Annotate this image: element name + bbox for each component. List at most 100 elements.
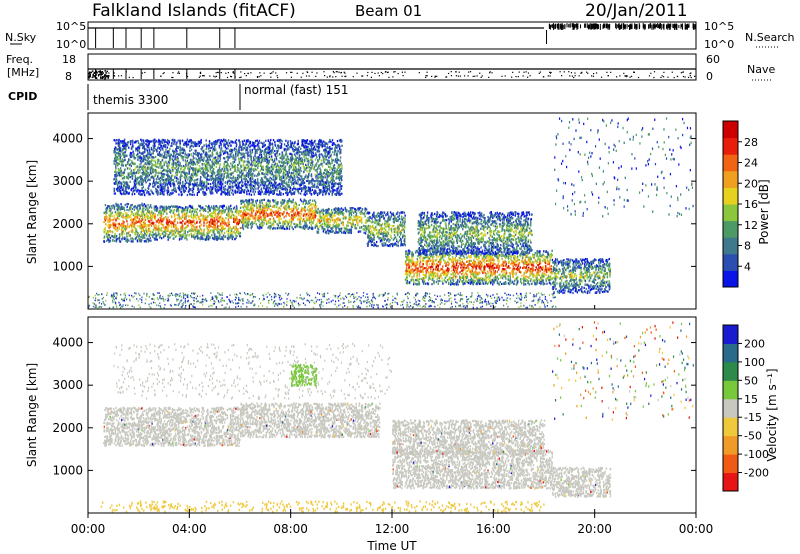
power-cell xyxy=(504,281,507,284)
power-cell xyxy=(169,220,172,224)
power-cell xyxy=(368,216,371,219)
power-cell xyxy=(325,212,327,215)
nave-point xyxy=(256,76,259,78)
power-cell xyxy=(277,213,279,216)
power-cell xyxy=(159,217,162,220)
power-cell xyxy=(206,234,208,238)
power-cell xyxy=(516,281,519,284)
power-cell xyxy=(454,269,457,272)
power-cell xyxy=(142,227,145,230)
power-cell xyxy=(501,254,504,257)
power-cell xyxy=(538,266,540,269)
power-cell xyxy=(458,256,460,260)
power-cell xyxy=(447,257,450,260)
power-cell xyxy=(268,213,270,217)
power-cell xyxy=(215,235,217,238)
power-cell xyxy=(373,234,376,237)
power-cell xyxy=(360,210,363,213)
power-cell xyxy=(186,214,188,217)
power-cell xyxy=(115,219,117,222)
power-cell xyxy=(453,263,455,266)
power-cell xyxy=(278,206,280,209)
power-cell xyxy=(211,217,213,221)
power-cell xyxy=(542,274,544,278)
power-cell xyxy=(477,261,480,264)
power-cell xyxy=(244,225,246,228)
power-cell xyxy=(103,221,105,224)
power-cell xyxy=(201,234,204,237)
nave-point xyxy=(333,72,335,74)
power-cell xyxy=(475,282,478,285)
power-cell xyxy=(486,282,489,285)
power-cell xyxy=(530,257,532,260)
power-cell xyxy=(207,235,210,238)
power-cell xyxy=(341,212,344,215)
nave-point xyxy=(667,76,669,78)
power-cell xyxy=(313,211,315,215)
power-cell xyxy=(534,259,537,262)
power-cell xyxy=(416,271,419,274)
power-cell xyxy=(428,274,431,277)
power-cell xyxy=(490,271,492,274)
power-cell xyxy=(468,261,471,264)
power-cell xyxy=(389,228,392,231)
power-cell xyxy=(113,222,116,225)
power-cell xyxy=(204,218,207,222)
nave-point xyxy=(615,76,618,78)
power-cell xyxy=(520,282,523,285)
power-cell xyxy=(154,217,156,220)
power-cell xyxy=(362,212,364,215)
power-cell xyxy=(549,281,551,285)
power-cell xyxy=(420,277,423,281)
power-cell xyxy=(263,198,265,201)
power-cell xyxy=(183,222,186,225)
power-cell xyxy=(267,205,270,208)
power-cell xyxy=(507,282,510,285)
power-cell xyxy=(371,243,373,247)
power-cell xyxy=(342,224,344,227)
power-cell xyxy=(448,267,450,271)
power-cell xyxy=(279,208,282,211)
power-cell xyxy=(140,211,143,214)
power-cell xyxy=(441,277,443,280)
power-cell xyxy=(314,212,317,215)
power-cell xyxy=(426,269,429,272)
power-cell xyxy=(461,263,463,267)
power-cell xyxy=(269,227,271,230)
nave-point xyxy=(397,72,399,75)
power-cell xyxy=(354,227,356,230)
nave-point xyxy=(172,76,174,79)
power-cell xyxy=(422,281,425,284)
power-cell xyxy=(501,263,503,266)
power-cell xyxy=(269,208,272,211)
power-cell xyxy=(231,210,234,213)
power-cell xyxy=(161,223,164,227)
power-cell xyxy=(199,212,202,215)
power-cell xyxy=(106,230,109,233)
power-cell xyxy=(433,272,436,275)
power-cell xyxy=(404,241,406,244)
power-cell xyxy=(110,218,112,222)
power-cell xyxy=(515,278,518,281)
power-cell xyxy=(242,206,245,209)
power-cell xyxy=(192,213,195,216)
power-cell xyxy=(361,221,363,224)
nave-point xyxy=(578,75,580,77)
power-cell xyxy=(405,279,407,282)
power-cell xyxy=(206,227,208,230)
power-cell xyxy=(371,217,373,220)
power-cell xyxy=(475,267,478,270)
power-cell xyxy=(274,213,276,217)
power-cell xyxy=(179,230,181,234)
nave-point xyxy=(689,72,691,75)
power-cell xyxy=(118,206,120,209)
power-cell xyxy=(337,231,339,235)
power-cell xyxy=(526,270,528,274)
power-cell xyxy=(184,227,187,230)
power-cell xyxy=(246,221,249,224)
power-cell xyxy=(225,222,227,225)
power-cell xyxy=(450,277,452,280)
power-cell xyxy=(285,225,288,229)
nave-point xyxy=(245,75,247,77)
power-cell xyxy=(365,228,367,231)
